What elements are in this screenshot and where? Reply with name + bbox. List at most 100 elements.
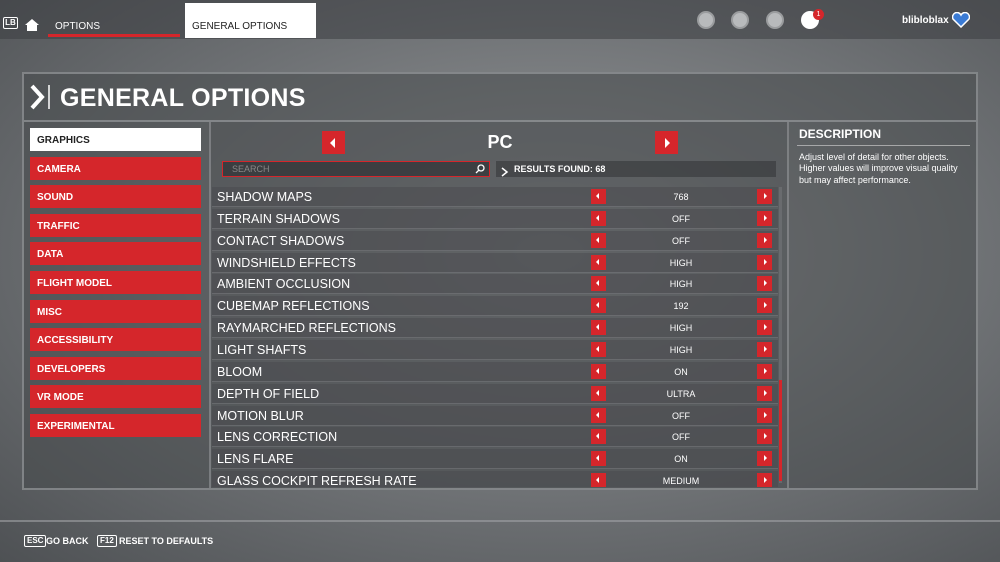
sidebar-item[interactable]: FLIGHT MODEL <box>30 271 201 294</box>
sidebar-item[interactable]: SOUND <box>30 185 201 209</box>
setting-value: ULTRA <box>666 388 696 399</box>
setting-next[interactable] <box>757 298 772 314</box>
sidebar-item[interactable]: DATA <box>30 242 201 266</box>
setting-next[interactable] <box>757 254 772 270</box>
setting-next[interactable] <box>757 407 772 423</box>
setting-row[interactable]: LIGHT SHAFTS HIGH <box>212 339 778 360</box>
sidebar-item[interactable]: CAMERA <box>30 156 201 180</box>
setting-row[interactable]: CUBEMAP REFLECTIONS 192 <box>212 296 778 317</box>
setting-row[interactable]: BLOOM ON <box>212 361 778 382</box>
settings-panel <box>209 122 789 488</box>
arrow-icon <box>595 477 599 484</box>
description-title: DESCRIPTION <box>799 127 882 141</box>
setting-next[interactable] <box>757 429 772 445</box>
username[interactable]: blibloblax <box>902 15 949 26</box>
setting-name: LENS FLARE <box>217 452 294 467</box>
setting-row[interactable]: CONTACT SHADOWS OFF <box>212 230 778 251</box>
arrow-icon <box>595 236 599 243</box>
key-label[interactable]: GO BACK <box>46 536 89 546</box>
arrow-icon <box>595 433 599 440</box>
setting-prev[interactable] <box>591 254 606 270</box>
setting-value: HIGH <box>669 279 693 290</box>
setting-name: BLOOM <box>217 364 263 379</box>
key-label[interactable]: RESET TO DEFAULTS <box>119 536 214 546</box>
arrow-icon <box>330 137 335 148</box>
setting-prev[interactable] <box>591 407 606 423</box>
top-bar <box>0 0 1000 39</box>
setting-prev[interactable] <box>591 320 606 336</box>
setting-row[interactable]: DEPTH OF FIELD ULTRA <box>212 383 778 404</box>
sidebar-item[interactable]: VR MODE <box>30 385 201 409</box>
key-hint[interactable]: F12 <box>97 535 117 547</box>
setting-row[interactable]: SHADOW MAPS 768 <box>212 187 778 207</box>
setting-next[interactable] <box>757 320 772 336</box>
setting-name: SHADOW MAPS <box>217 190 313 204</box>
sidebar-item[interactable]: DEVELOPERS <box>30 356 201 380</box>
setting-next[interactable] <box>757 276 772 292</box>
arrow-icon <box>595 324 599 331</box>
setting-prev[interactable] <box>591 276 606 292</box>
nav-icon[interactable] <box>766 11 784 29</box>
setting-prev[interactable] <box>591 363 606 379</box>
setting-name: CUBEMAP REFLECTIONS <box>217 299 370 314</box>
setting-prev[interactable] <box>591 232 606 248</box>
tab-underline <box>48 34 180 37</box>
setting-prev[interactable] <box>591 210 606 226</box>
setting-prev[interactable] <box>591 473 606 487</box>
setting-value: ON <box>674 454 688 465</box>
sidebar-item[interactable]: TRAFFIC <box>30 213 201 237</box>
arrow-icon <box>763 455 767 462</box>
setting-prev[interactable] <box>591 341 606 357</box>
setting-next[interactable] <box>757 473 772 487</box>
setting-row[interactable]: LENS CORRECTION OFF <box>212 427 778 448</box>
arrow-icon <box>763 280 767 287</box>
setting-next[interactable] <box>757 451 772 467</box>
setting-prev[interactable] <box>591 385 606 401</box>
chevron-icon <box>30 84 50 110</box>
nav-icon[interactable] <box>731 11 749 29</box>
setting-next[interactable] <box>757 385 772 401</box>
setting-name: RAYMARCHED REFLECTIONS <box>217 321 396 336</box>
sidebar-item[interactable]: ACCESSIBILITY <box>30 328 201 352</box>
sidebar-item[interactable]: EXPERIMENTAL <box>30 414 201 437</box>
setting-prev[interactable] <box>591 429 606 445</box>
setting-next[interactable] <box>757 189 772 204</box>
platform-next[interactable] <box>655 131 678 154</box>
results-count: RESULTS FOUND: 68 <box>514 164 606 174</box>
setting-value: OFF <box>672 410 690 421</box>
key-hint[interactable]: ESC <box>24 535 47 547</box>
setting-next[interactable] <box>757 363 772 379</box>
setting-row[interactable]: LENS FLARE ON <box>212 449 778 470</box>
sidebar-item[interactable]: MISC <box>30 299 201 323</box>
platform-prev[interactable] <box>322 131 345 154</box>
arrow-icon <box>763 258 767 265</box>
search-box[interactable]: SEARCH <box>222 161 490 177</box>
setting-row[interactable]: AMBIENT OCCLUSION HIGH <box>212 274 778 295</box>
setting-value: HIGH <box>669 257 693 268</box>
setting-row[interactable]: RAYMARCHED REFLECTIONS HIGH <box>212 318 778 339</box>
description-text: Adjust level of detail for other objects… <box>799 152 958 185</box>
home-button[interactable] <box>25 18 39 31</box>
setting-value: HIGH <box>669 323 693 334</box>
arrow-icon <box>595 302 599 309</box>
arrow-icon <box>763 214 767 221</box>
scrollbar-thumb[interactable] <box>779 380 782 481</box>
setting-row[interactable]: TERRAIN SHADOWS OFF <box>212 208 778 229</box>
setting-next[interactable] <box>757 210 772 226</box>
tab-general-options[interactable]: GENERAL OPTIONS <box>185 3 316 38</box>
heart-icon <box>951 11 971 29</box>
setting-row[interactable]: WINDSHIELD EFFECTS HIGH <box>212 252 778 273</box>
setting-prev[interactable] <box>591 189 606 204</box>
setting-next[interactable] <box>757 341 772 357</box>
arrow-icon <box>595 258 599 265</box>
setting-row[interactable]: GLASS COCKPIT REFRESH RATE MEDIUM <box>212 471 778 487</box>
sidebar-item[interactable]: GRAPHICS <box>30 128 201 151</box>
setting-prev[interactable] <box>591 298 606 314</box>
tab-options[interactable]: OPTIONS <box>55 21 101 32</box>
setting-next[interactable] <box>757 232 772 248</box>
nav-icon[interactable] <box>697 11 715 29</box>
arrow-icon <box>595 345 599 352</box>
setting-prev[interactable] <box>591 451 606 467</box>
setting-row[interactable]: MOTION BLUR OFF <box>212 405 778 426</box>
